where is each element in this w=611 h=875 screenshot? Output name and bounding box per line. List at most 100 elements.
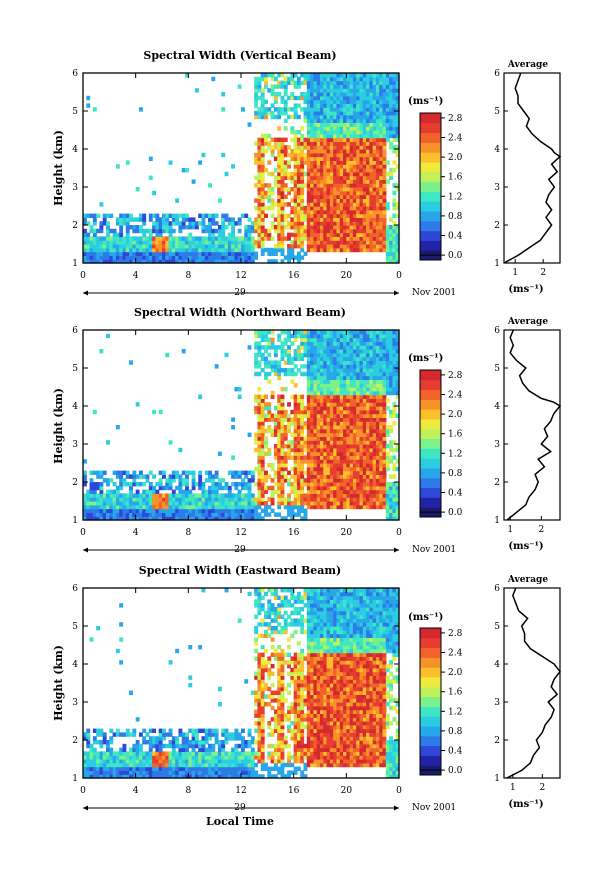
heatmap-cell [343, 88, 347, 93]
heatmap-cell [395, 228, 400, 234]
heatmap-cell [310, 375, 315, 380]
heatmap-cell [385, 76, 390, 82]
heatmap-cell [349, 478, 354, 483]
heatmap-cell [356, 183, 361, 188]
heatmap-cell [362, 103, 367, 108]
heatmap-cell [241, 247, 245, 253]
heatmap-cell [112, 470, 117, 475]
heatmap-cell [270, 368, 275, 373]
heatmap-cell [273, 345, 278, 350]
heatmap-cell [382, 202, 387, 207]
heatmap-cell [359, 368, 364, 373]
heatmap-cell [300, 149, 305, 154]
heatmap-cell [99, 508, 104, 513]
heatmap-cell [142, 236, 147, 241]
heatmap-cell [329, 402, 334, 407]
y-axis-label: Height (km) [52, 388, 65, 464]
heatmap-cell [283, 409, 288, 415]
heatmap-cell [211, 240, 216, 245]
heatmap-cell [333, 99, 338, 104]
heatmap-cell [316, 240, 321, 245]
heatmap-cell [310, 497, 315, 502]
heatmap-cell [359, 341, 364, 346]
heatmap-cell [293, 352, 298, 358]
heatmap-cell [287, 504, 291, 510]
heatmap-cell [379, 375, 384, 380]
heatmap-cell [296, 333, 301, 339]
heatmap-cell [201, 493, 206, 498]
heatmap-cell [392, 504, 397, 510]
heatmap-cell [320, 436, 324, 441]
heatmap-cell [326, 126, 331, 131]
heatmap-cell [86, 236, 91, 241]
heatmap-cell [86, 732, 91, 737]
heatmap-cell [339, 474, 344, 479]
heatmap-cell [362, 489, 367, 494]
heatmap-cell [264, 107, 268, 112]
heatmap-cell [198, 508, 203, 513]
heatmap-cell [106, 512, 110, 517]
heatmap-cell [99, 497, 104, 502]
heatmap-cell [329, 194, 334, 199]
heatmap-cell [165, 228, 170, 234]
heatmap-cell [333, 402, 338, 407]
heatmap-cell [385, 202, 390, 207]
heatmap-cell [296, 478, 301, 483]
heatmap-cell [92, 728, 97, 733]
heatmap-cell [343, 413, 347, 418]
heatmap-cell [382, 425, 387, 430]
heatmap-cell [148, 240, 153, 245]
heatmap-cell [267, 364, 272, 369]
heatmap-cell [86, 762, 91, 768]
heatmap-cell [290, 341, 295, 346]
heatmap-cell [382, 126, 387, 131]
heatmap-cell [320, 364, 324, 369]
heatmap-cell [392, 375, 397, 380]
heatmap-cell [320, 160, 324, 165]
heatmap-cell [323, 387, 328, 392]
heatmap-cell [356, 421, 361, 426]
heatmap-cell [267, 512, 272, 517]
heatmap-cell [313, 164, 318, 169]
heatmap-cell [217, 516, 222, 521]
heatmap-cell [316, 368, 321, 373]
heatmap-cell [359, 236, 364, 241]
heatmap-cell [293, 444, 298, 449]
heatmap-cell [277, 202, 282, 207]
heatmap-cell [343, 402, 347, 407]
heatmap-cell [306, 164, 311, 169]
heatmap-cell [343, 130, 347, 135]
heatmap-cell [296, 244, 301, 249]
heatmap-cell [257, 421, 262, 426]
heatmap-cell [293, 371, 298, 377]
heatmap-cell [280, 179, 285, 184]
heatmap-cell [359, 474, 364, 479]
heatmap-cell [277, 194, 282, 199]
heatmap-cell [264, 349, 268, 354]
heatmap-cell [395, 247, 400, 253]
heatmap-cell [99, 732, 104, 737]
heatmap-cell [389, 80, 394, 85]
heatmap-cell [395, 95, 400, 101]
heatmap-cell [300, 145, 305, 150]
heatmap-cell [326, 217, 331, 222]
heatmap-cell [171, 251, 176, 256]
heatmap-cell [290, 489, 295, 494]
heatmap-cell [313, 130, 318, 135]
heatmap-cell [385, 466, 390, 472]
heatmap-cell [224, 497, 229, 502]
heatmap-cell [106, 228, 110, 234]
heatmap-cell [221, 478, 226, 483]
heatmap-cell [83, 732, 87, 737]
heatmap-cell [250, 501, 255, 506]
heatmap-cell [92, 255, 97, 260]
heatmap-cell [320, 451, 324, 456]
heatmap-cell [201, 152, 206, 158]
heatmap-cell [306, 368, 311, 373]
heatmap-cell [385, 247, 390, 253]
heatmap-cell [296, 451, 301, 456]
heatmap-cell [392, 122, 397, 127]
heatmap-cell [171, 478, 176, 483]
heatmap-cell [372, 232, 377, 237]
heatmap-cell [359, 183, 364, 188]
